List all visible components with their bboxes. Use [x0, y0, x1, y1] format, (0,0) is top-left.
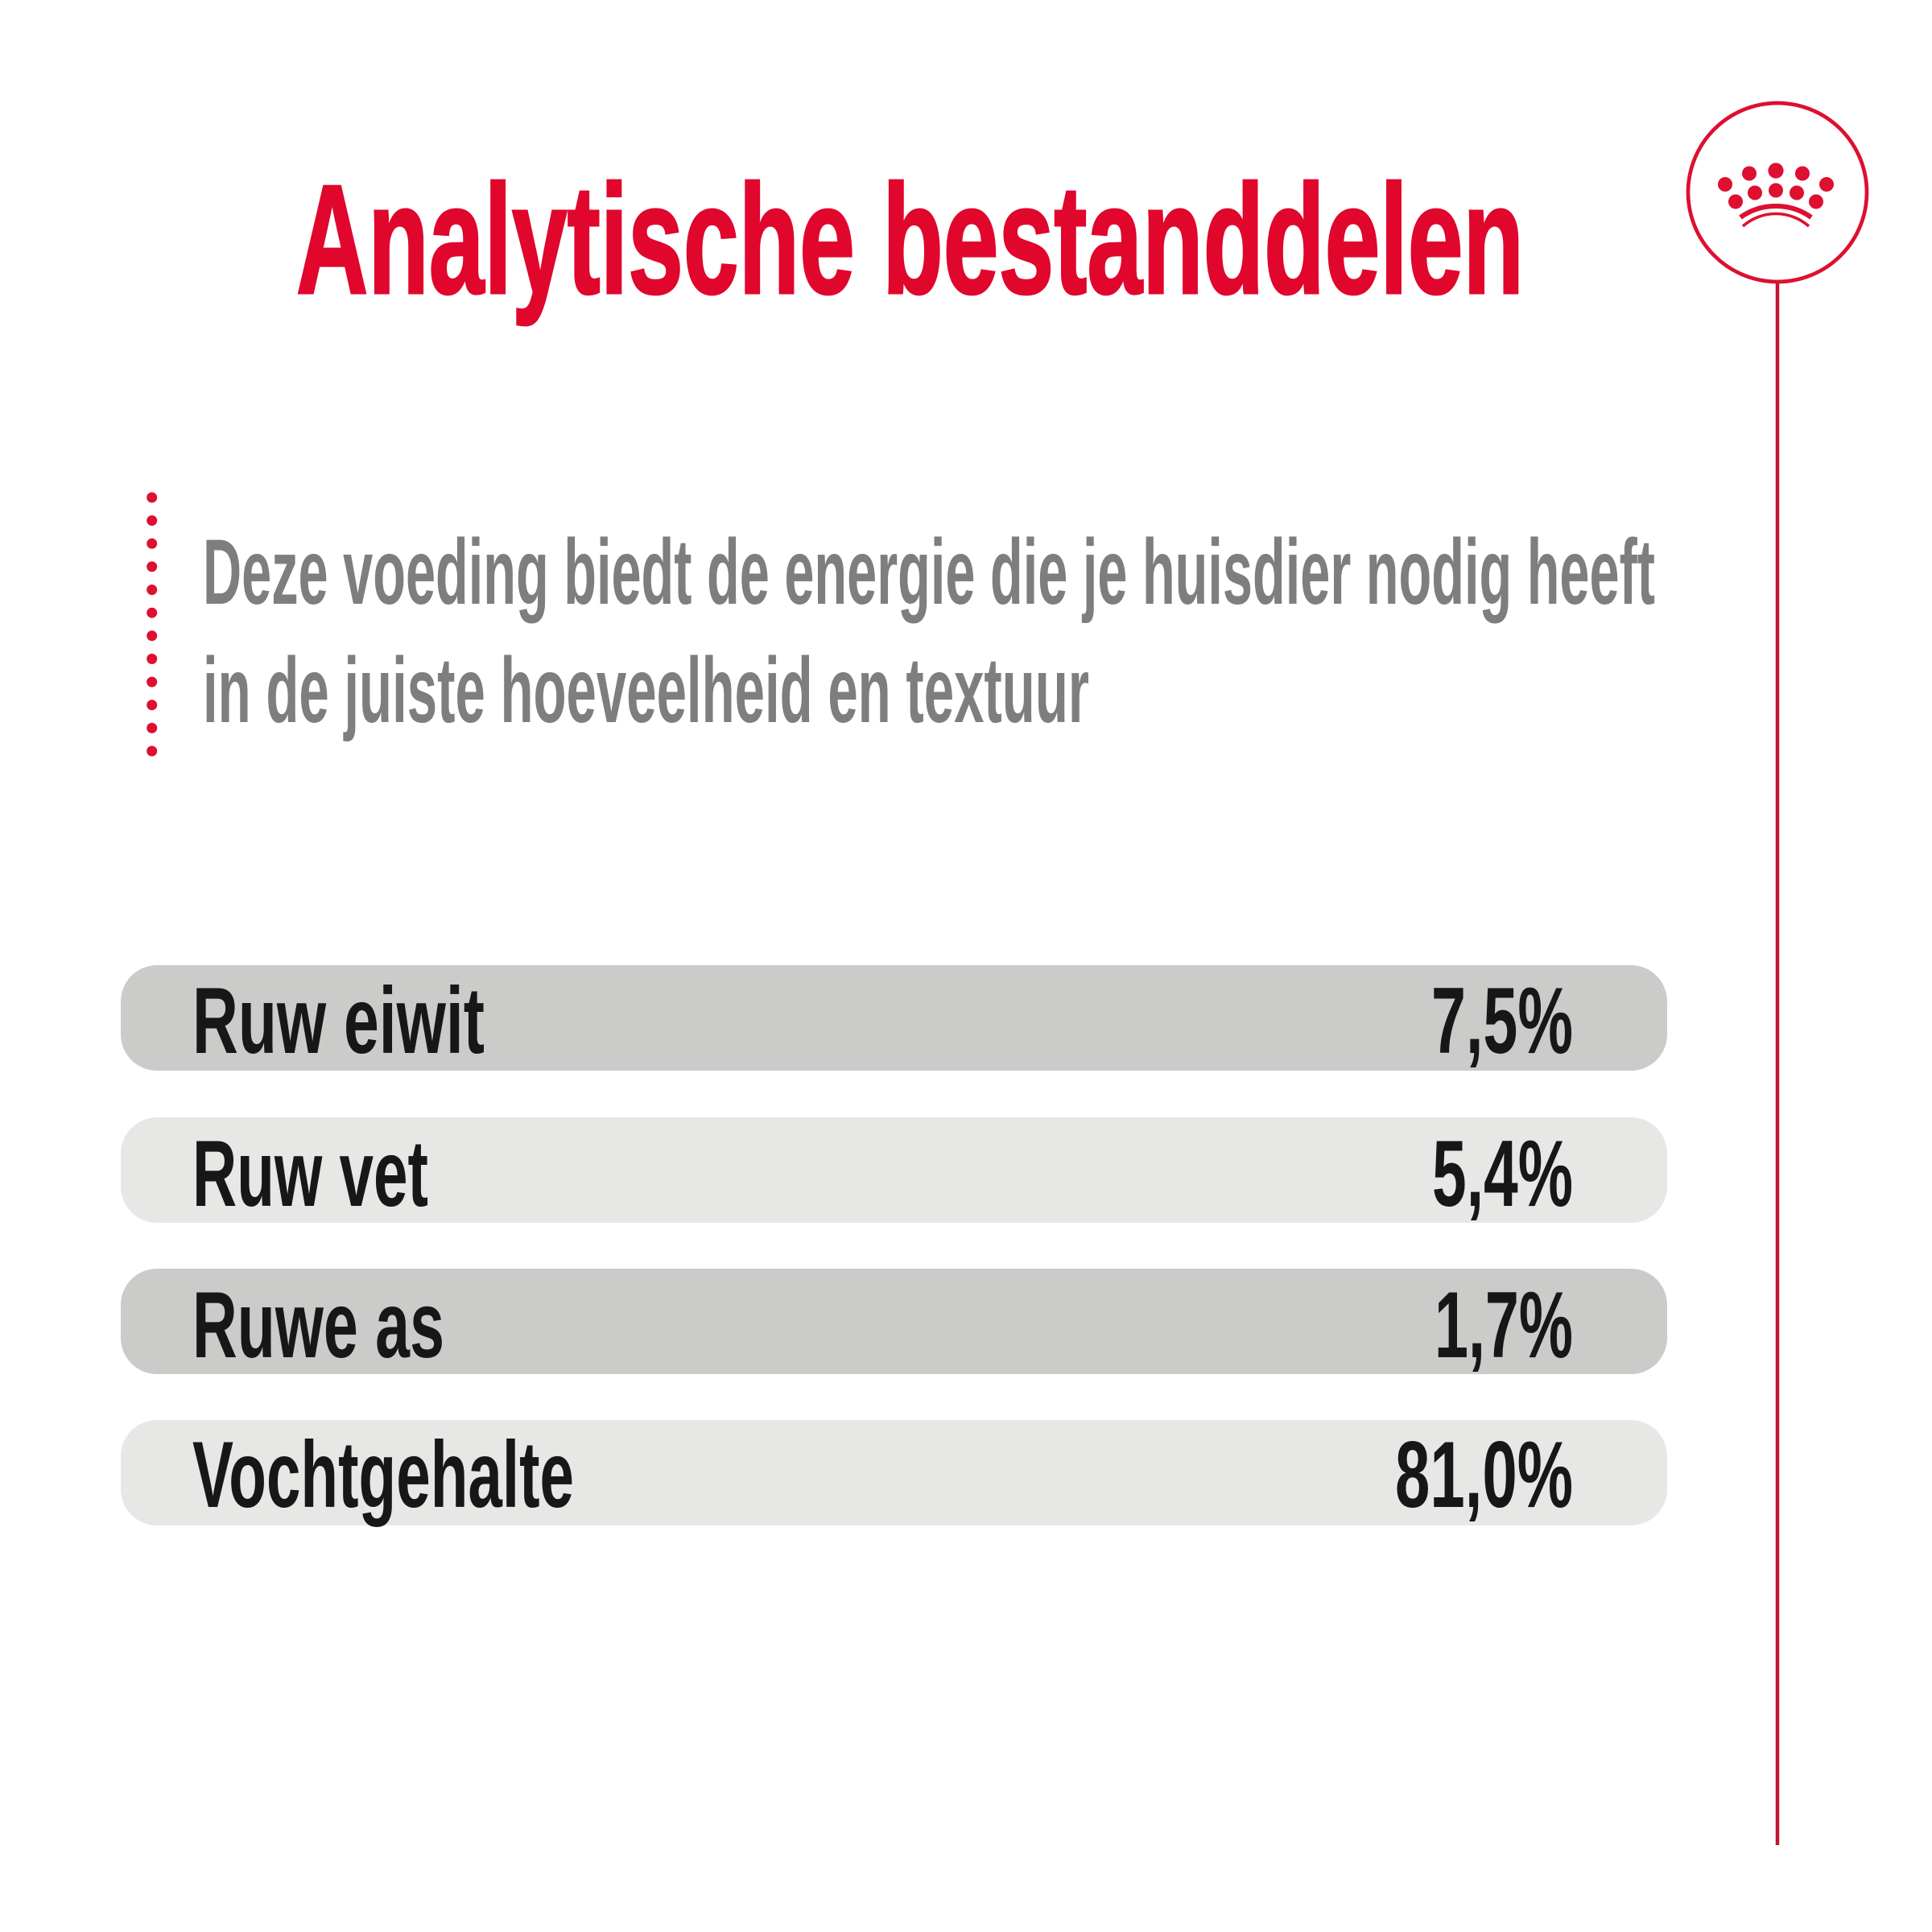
- svg-text:1,7%: 1,7%: [1435, 1272, 1573, 1377]
- svg-text:Deze voeding biedt de energie: Deze voeding biedt de energie die je hui…: [203, 521, 1655, 624]
- svg-text:Ruwe as: Ruwe as: [192, 1272, 444, 1377]
- svg-text:Vochtgehalte: Vochtgehalte: [192, 1422, 574, 1527]
- svg-text:Ruw vet: Ruw vet: [192, 1121, 428, 1226]
- svg-text:7,5%: 7,5%: [1431, 968, 1573, 1073]
- svg-text:Ruw eiwit: Ruw eiwit: [192, 968, 485, 1073]
- svg-text:in de juiste hoeveelheid en te: in de juiste hoeveelheid en textuur: [203, 639, 1089, 742]
- svg-text:Analytische bestanddelen: Analytische bestanddelen: [296, 152, 1524, 326]
- svg-text:5,4%: 5,4%: [1432, 1121, 1573, 1226]
- svg-text:81,0%: 81,0%: [1395, 1422, 1573, 1527]
